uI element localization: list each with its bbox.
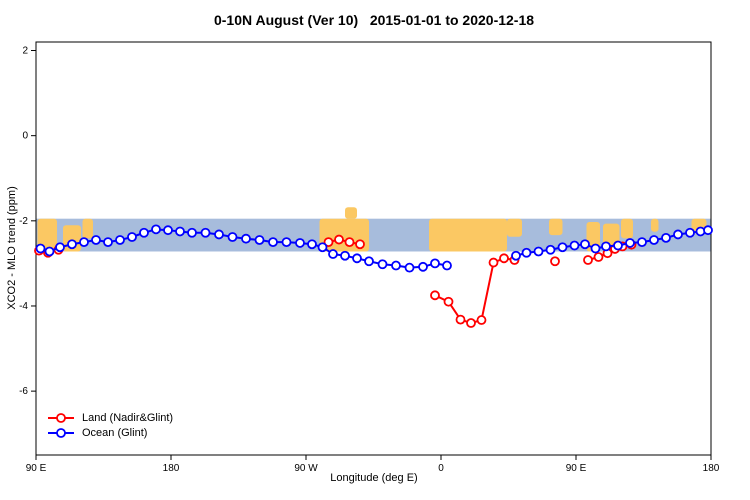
legend-marker-land-icon bbox=[48, 412, 74, 423]
legend-label-ocean: Ocean (Glint) bbox=[82, 426, 148, 439]
data-point-ocean bbox=[91, 235, 101, 245]
map-land-patch bbox=[621, 218, 633, 239]
data-point-ocean bbox=[673, 229, 683, 240]
data-point-ocean bbox=[601, 241, 611, 252]
data-point-ocean bbox=[430, 258, 440, 269]
data-point-land bbox=[344, 237, 355, 248]
data-point-ocean bbox=[511, 250, 521, 261]
y-tick-label: -6 bbox=[19, 386, 28, 397]
data-point-ocean bbox=[254, 235, 265, 245]
data-point-ocean bbox=[391, 260, 401, 271]
map-land-patch bbox=[549, 218, 563, 236]
map-land-patch bbox=[507, 218, 522, 237]
data-point-ocean bbox=[35, 243, 46, 254]
data-point-ocean bbox=[377, 259, 388, 270]
data-point-ocean bbox=[115, 235, 125, 245]
data-point-land bbox=[323, 237, 334, 248]
data-point-ocean bbox=[127, 232, 137, 242]
data-point-ocean bbox=[79, 237, 89, 248]
data-point-land bbox=[550, 256, 560, 267]
data-point-ocean bbox=[151, 224, 161, 235]
data-point-ocean bbox=[175, 226, 185, 237]
y-tick-label: 0 bbox=[22, 131, 28, 142]
legend-marker-ocean-icon bbox=[48, 427, 74, 438]
data-point-land bbox=[466, 318, 476, 328]
map-land-patch bbox=[37, 218, 57, 252]
data-point-land bbox=[476, 315, 487, 325]
legend-item-ocean: Ocean (Glint) bbox=[46, 425, 173, 440]
chart-title: 0-10N August (Ver 10) 2015-01-01 to 2020… bbox=[213, 12, 535, 28]
data-point-land bbox=[593, 252, 604, 262]
data-point-ocean bbox=[241, 233, 251, 244]
data-point-ocean bbox=[649, 235, 659, 245]
x-tick-label: 90 E bbox=[566, 463, 587, 474]
data-point-ocean bbox=[44, 246, 55, 257]
data-point-ocean bbox=[613, 240, 623, 251]
data-point-ocean bbox=[580, 239, 590, 250]
data-point-ocean bbox=[307, 239, 317, 250]
data-point-land bbox=[334, 234, 344, 245]
data-point-ocean bbox=[187, 227, 197, 238]
data-point-ocean bbox=[139, 227, 149, 238]
map-land-patch bbox=[345, 207, 357, 219]
data-point-ocean bbox=[521, 247, 532, 258]
data-point-ocean bbox=[404, 262, 415, 273]
data-point-ocean bbox=[268, 237, 278, 248]
data-point-ocean bbox=[364, 256, 374, 267]
data-point-ocean bbox=[418, 261, 428, 272]
data-point-land bbox=[488, 257, 499, 268]
y-tick-label: -2 bbox=[19, 216, 28, 227]
x-tick-label: 90 W bbox=[294, 463, 318, 474]
data-point-ocean bbox=[545, 244, 556, 255]
y-axis-label: XCO2 - MLO trend (ppm) bbox=[6, 186, 18, 310]
data-point-ocean bbox=[295, 238, 305, 248]
data-point-land bbox=[355, 239, 365, 250]
data-point-ocean bbox=[67, 239, 77, 250]
data-point-ocean bbox=[703, 225, 713, 236]
data-point-land bbox=[430, 290, 440, 301]
data-point-ocean bbox=[625, 238, 635, 248]
data-point-ocean bbox=[590, 243, 601, 254]
data-point-ocean bbox=[317, 242, 328, 253]
data-point-ocean bbox=[569, 240, 580, 251]
y-tick-label: 2 bbox=[22, 46, 28, 57]
legend-label-land: Land (Nadir&Glint) bbox=[82, 411, 174, 424]
legend: Land (Nadir&Glint) Ocean (Glint) bbox=[46, 410, 173, 440]
data-point-land bbox=[455, 314, 466, 325]
legend-item-land: Land (Nadir&Glint) bbox=[46, 410, 173, 425]
data-point-ocean bbox=[328, 249, 338, 259]
series-line-land bbox=[328, 238, 361, 246]
data-point-ocean bbox=[661, 232, 671, 243]
series-line-ocean bbox=[40, 228, 448, 269]
data-point-land bbox=[499, 253, 509, 264]
data-point-ocean bbox=[340, 250, 350, 261]
data-point-ocean bbox=[533, 246, 544, 257]
data-point-ocean bbox=[200, 227, 211, 238]
x-tick-label: 90 E bbox=[26, 463, 47, 474]
data-point-ocean bbox=[55, 242, 65, 253]
data-point-ocean bbox=[637, 237, 647, 248]
y-tick-label: -4 bbox=[19, 301, 28, 312]
data-point-ocean bbox=[685, 227, 695, 238]
x-tick-label: 0 bbox=[438, 463, 444, 474]
data-point-ocean bbox=[442, 260, 452, 271]
data-point-ocean bbox=[281, 237, 292, 248]
x-tick-label: 180 bbox=[703, 463, 720, 474]
data-point-ocean bbox=[103, 237, 113, 248]
data-point-land bbox=[443, 296, 454, 307]
data-point-ocean bbox=[352, 253, 362, 264]
data-point-ocean bbox=[227, 232, 238, 242]
map-land-patch bbox=[429, 218, 507, 252]
map-land-patch bbox=[82, 218, 93, 239]
data-point-ocean bbox=[557, 242, 568, 253]
data-point-ocean bbox=[214, 229, 224, 240]
data-point-ocean bbox=[163, 225, 173, 236]
x-tick-label: 180 bbox=[163, 463, 180, 474]
map-land-patch bbox=[651, 218, 659, 232]
data-point-land bbox=[583, 255, 593, 265]
x-axis-label: Longitude (deg E) bbox=[330, 472, 418, 484]
